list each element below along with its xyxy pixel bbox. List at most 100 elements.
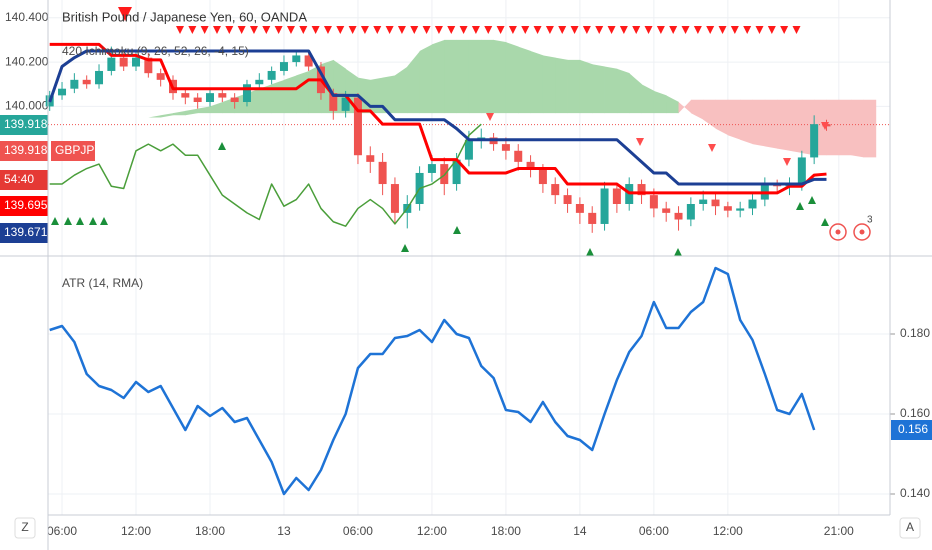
cloud-segment: [296, 70, 310, 114]
cloud-segment: [752, 99, 766, 147]
signal-triangle: [118, 7, 132, 21]
cloud-segment: [678, 99, 692, 114]
candle-body: [378, 161, 387, 185]
candle-body: [575, 204, 584, 213]
alert-icon[interactable]: [853, 223, 871, 241]
signal-triangle: [486, 113, 494, 121]
cloud-segment: [616, 68, 630, 114]
y-tick-label: 0.140: [900, 486, 930, 500]
cloud-segment: [826, 99, 840, 156]
cloud-segment: [259, 84, 273, 114]
candle-body: [156, 73, 165, 80]
candle-body: [242, 84, 251, 102]
cloud-segment: [604, 66, 618, 114]
signal-triangle: [225, 26, 234, 34]
signal-triangle: [718, 26, 727, 34]
x-tick-label: 18:00: [195, 524, 225, 538]
cloud-segment: [579, 59, 593, 114]
candle-body: [193, 97, 202, 102]
signal-triangle: [595, 26, 604, 34]
candle-body: [255, 79, 264, 85]
alert-icon[interactable]: [829, 223, 847, 241]
price-label-box: [0, 223, 48, 243]
candle-body: [736, 208, 745, 211]
cloud-segment: [851, 99, 864, 158]
y-tick-label: 140.400: [5, 10, 49, 24]
ichimoku-line: [48, 49, 827, 186]
cloud-segment: [407, 51, 420, 114]
candle-body: [58, 88, 67, 96]
cloud-segment: [283, 75, 297, 114]
candle-body: [132, 57, 141, 67]
candle-body: [588, 212, 597, 224]
candle-body: [711, 199, 720, 207]
signal-triangle: [821, 218, 829, 226]
cloud-segment: [838, 99, 852, 156]
cloud-segment: [505, 42, 519, 114]
signal-triangle: [249, 26, 258, 34]
candle-body: [637, 184, 646, 196]
signal-triangle: [422, 26, 431, 34]
scale-button[interactable]: [14, 517, 36, 539]
auto-button-label: A: [906, 520, 914, 534]
price-label: 139.671: [4, 225, 48, 239]
price-label-box: [0, 170, 48, 190]
signal-triangle: [323, 26, 332, 34]
signal-triangle: [706, 26, 715, 34]
candle-body: [267, 70, 276, 80]
signal-triangle: [636, 138, 644, 146]
signal-triangle: [669, 26, 678, 34]
signal-triangle: [545, 26, 554, 34]
signal-triangle: [743, 26, 752, 34]
signal-triangle: [484, 26, 493, 34]
candle-body: [70, 79, 79, 89]
cloud-segment: [456, 39, 470, 114]
ichimoku-line: [49, 42, 827, 195]
y-tick-label: 0.160: [900, 406, 930, 420]
signal-triangle: [755, 26, 764, 34]
signal-triangle: [373, 26, 382, 34]
signal-triangle: [808, 196, 816, 204]
candle-body: [279, 62, 288, 71]
last-value-box: [891, 420, 932, 440]
candle-body: [341, 97, 350, 111]
cloud-segment: [727, 99, 741, 140]
price-label-box: [0, 141, 48, 161]
cloud-segment: [271, 79, 285, 114]
cloud-segment: [431, 39, 445, 114]
cloud-segment: [160, 113, 174, 118]
candle-body: [514, 150, 523, 162]
cloud-segment: [740, 99, 753, 145]
signal-triangle: [311, 26, 320, 34]
x-tick-label: 06:00: [343, 524, 373, 538]
candle-body: [563, 195, 572, 204]
price-label: 54:40: [4, 172, 34, 186]
signal-triangle: [453, 226, 461, 234]
cloud-segment: [703, 99, 716, 129]
price-label: 139.695: [4, 198, 48, 212]
cloud-segment: [382, 75, 396, 114]
symbol-tag-box: [51, 141, 95, 161]
signal-triangle: [447, 26, 456, 34]
price-label-box: [0, 115, 48, 135]
cloud-segment: [209, 102, 223, 114]
candle-body: [366, 155, 375, 162]
x-tick-label: 12:00: [417, 524, 447, 538]
cloud-segment: [592, 64, 605, 114]
candle-body: [526, 161, 535, 169]
candle-body: [82, 79, 91, 85]
cloud-segment: [863, 99, 877, 158]
signal-triangle: [644, 26, 653, 34]
candle-body: [501, 144, 510, 151]
alert-dot: [835, 229, 841, 235]
candle-body: [600, 188, 609, 224]
signal-triangle: [212, 26, 221, 34]
candle-body: [181, 93, 190, 98]
auto-button[interactable]: [899, 517, 921, 539]
x-tick-label: 13: [277, 524, 291, 538]
signal-triangle: [796, 202, 804, 210]
candle-body: [107, 57, 116, 71]
signal-triangle: [681, 26, 690, 34]
